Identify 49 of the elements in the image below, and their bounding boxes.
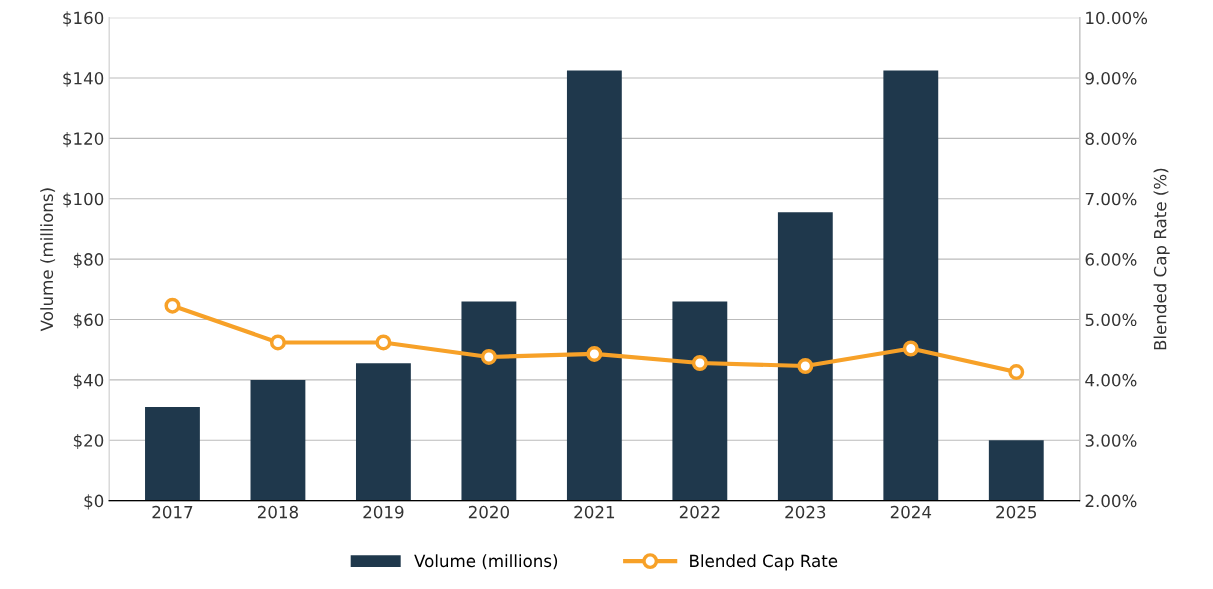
- x-tick-label: 2025: [996, 505, 1037, 519]
- y-tick-label: $20: [73, 433, 104, 450]
- y2-tick-label: 5.00%: [1085, 313, 1137, 327]
- x-tick-label: 2022: [679, 505, 720, 519]
- x-tick-label: 2021: [574, 505, 615, 519]
- point: [902, 340, 919, 357]
- x-tick-label: 2020: [468, 505, 509, 519]
- bar: [461, 301, 517, 501]
- bar: [777, 212, 833, 501]
- y2-tick-label: 2.00%: [1085, 494, 1137, 508]
- point: [797, 358, 814, 375]
- legend-label: Blended Cap Rate: [690, 554, 838, 571]
- point: [164, 297, 181, 314]
- x-tick-label: 2024: [890, 505, 932, 519]
- y2-tick-label: 4.00%: [1085, 373, 1137, 387]
- y-tick-label: $40: [73, 373, 104, 389]
- point: [480, 348, 497, 365]
- y2-tick-label: 10.00%: [1086, 11, 1148, 25]
- y-axis-title: Volume (millions): [40, 188, 56, 332]
- y2-tick-label: 8.00%: [1085, 132, 1137, 145]
- bar: [566, 70, 622, 501]
- legend-label: Volume (millions): [414, 554, 558, 570]
- y2-tick-label: 7.00%: [1085, 192, 1137, 206]
- bar: [250, 379, 306, 501]
- bar: [988, 440, 1044, 501]
- y2-axis-title: Blended Cap Rate (%): [1153, 168, 1170, 350]
- x-tick-label: 2018: [257, 505, 298, 519]
- y-tick-label: $140: [63, 71, 104, 87]
- y-tick-label: $80: [73, 252, 104, 268]
- point: [375, 334, 392, 351]
- x-tick-label: 2019: [363, 505, 404, 519]
- point: [691, 355, 708, 371]
- bar: [355, 363, 411, 501]
- bar: [883, 70, 939, 501]
- bar: [672, 301, 728, 501]
- y-tick-label: $160: [63, 11, 104, 27]
- x-tick-label: 2023: [785, 505, 826, 519]
- point: [586, 345, 603, 362]
- y2-tick-label: 6.00%: [1085, 253, 1137, 266]
- y-tick-label: $0: [84, 494, 104, 510]
- point: [269, 334, 286, 351]
- y2-tick-label: 3.00%: [1085, 434, 1137, 447]
- bar: [145, 407, 200, 501]
- y2-tick-label: 9.00%: [1085, 72, 1137, 85]
- y-tick-label: $120: [63, 132, 104, 148]
- point: [1008, 364, 1025, 381]
- y-tick-label: $100: [63, 192, 104, 208]
- x-tick-label: 2017: [152, 505, 193, 519]
- y-tick-label: $60: [73, 313, 104, 329]
